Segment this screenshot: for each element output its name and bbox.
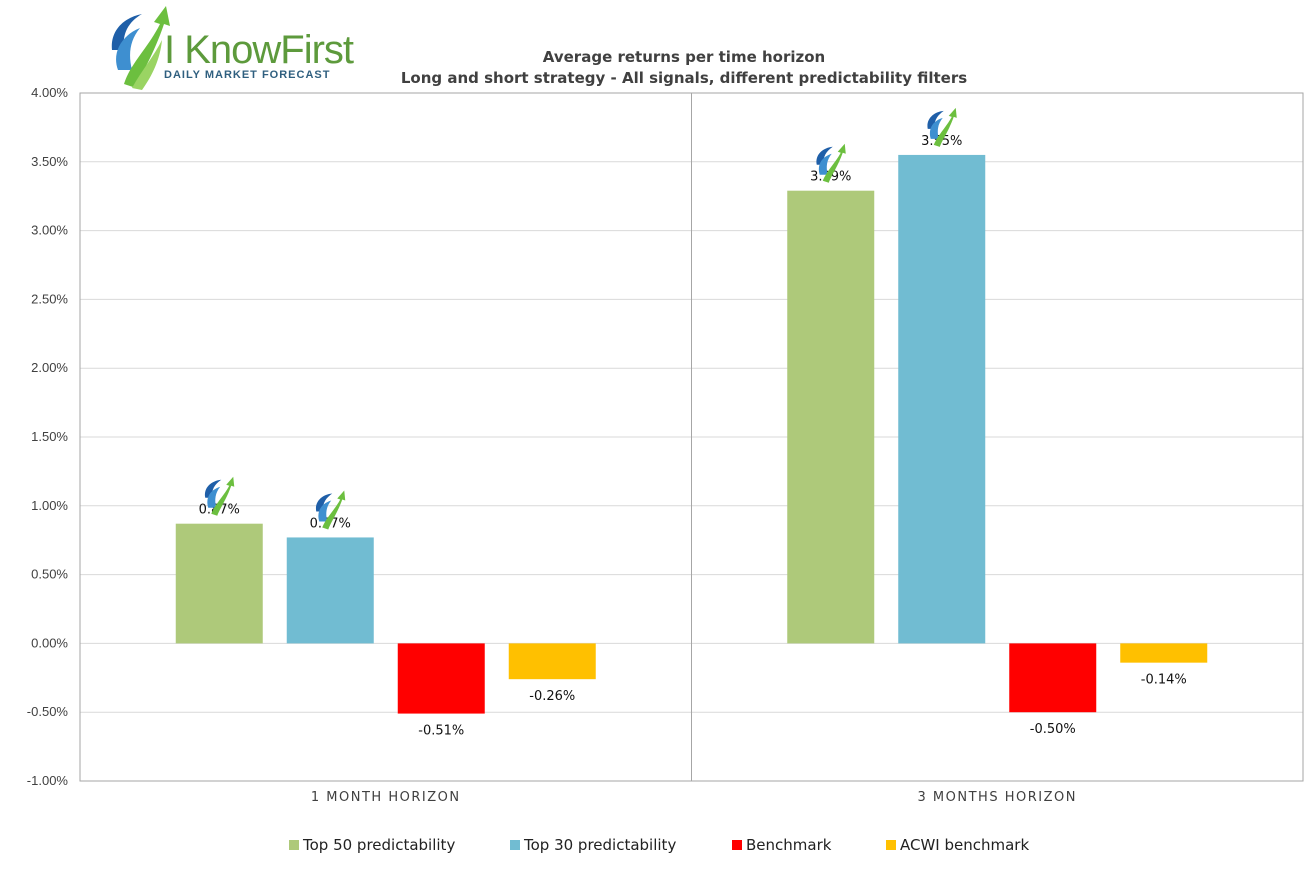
legend-label: Top 50 predictability [302,836,455,854]
legend-swatch [886,840,896,850]
y-tick-label: 4.00% [31,85,68,100]
data-label: -0.14% [1141,673,1187,688]
bar [1120,643,1208,663]
y-tick-label: 3.00% [31,223,68,238]
bar [787,190,875,644]
iknowfirst-arrow-icon [816,143,846,183]
data-labels: 0.87%0.77%-0.51%-0.26%3.29%3.55%-0.50%-0… [199,107,1187,739]
logo-arrow-icon [111,6,170,90]
x-category-label: 3 MONTHS HORIZON [918,790,1077,805]
legend: Top 50 predictability Top 30 predictabili… [289,836,1029,854]
bars [175,154,1208,714]
bar [508,643,596,680]
legend-swatch [289,840,299,850]
chart-subtitle: Long and short strategy - All signals, d… [401,69,967,87]
y-tick-label: 0.50% [31,567,68,582]
chart-title: Average returns per time horizon [543,48,825,66]
bar [1009,643,1097,713]
y-tick-label: 2.00% [31,360,68,375]
logo-tagline: Daily Market Forecast [164,69,330,81]
bar [898,154,986,644]
legend-label: Benchmark [746,836,832,854]
iknowfirst-arrow-icon [927,107,957,147]
iknowfirst-logo: I KnowFirst Daily Market Forecast [111,6,355,90]
y-tick-label: 1.00% [31,498,68,513]
y-tick-label: 0.00% [31,635,68,650]
bar [175,523,263,644]
y-tick-label: -1.00% [27,773,69,788]
y-tick-label: 2.50% [31,291,68,306]
y-tick-label: 1.50% [31,429,68,444]
bar [397,643,485,714]
legend-label: ACWI benchmark [900,836,1029,854]
data-label: -0.51% [418,724,464,739]
legend-swatch [510,840,520,850]
iknowfirst-arrow-icon [204,476,235,516]
legend-swatch [732,840,742,850]
legend-label: Top 30 predictability [523,836,676,854]
x-axis: 1 MONTH HORIZON 3 MONTHS HORIZON [311,790,1077,805]
iknowfirst-arrow-icon [315,490,346,530]
y-tick-label: 3.50% [31,154,68,169]
data-label: -0.50% [1030,722,1076,737]
logo-wordmark: I KnowFirst [164,28,354,72]
x-category-label: 1 MONTH HORIZON [311,790,461,805]
data-label: -0.26% [529,689,575,704]
bar [286,537,374,644]
y-tick-label: -0.50% [27,704,69,719]
y-axis: 4.00% 3.50% 3.00% 2.50% 2.00% 1.50% 1.00% 0.50%… [27,85,1304,788]
